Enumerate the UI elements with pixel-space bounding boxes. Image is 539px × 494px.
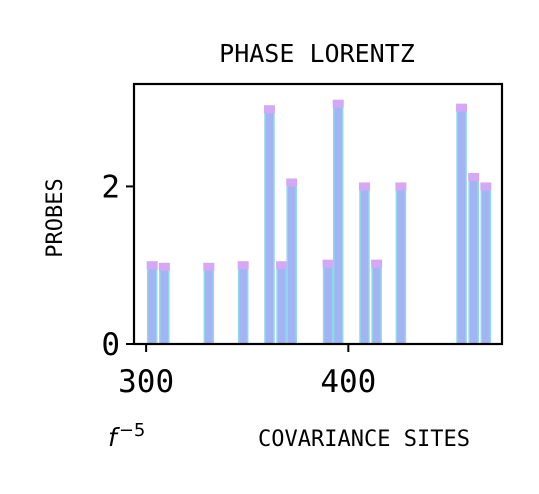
x-axis-offset-label: f −5 xyxy=(108,420,145,452)
bar-cap-marker xyxy=(263,105,275,114)
bar-cap-marker xyxy=(158,262,170,271)
bar-cap-marker xyxy=(286,178,298,187)
bar xyxy=(480,185,492,345)
bar xyxy=(237,264,249,345)
bar xyxy=(456,106,467,345)
x-axis-label: COVARIANCE SITES xyxy=(258,427,470,452)
bar xyxy=(264,108,275,345)
x-tick-label: 300 xyxy=(118,364,174,400)
bar-cap-marker xyxy=(395,182,407,191)
offset-exponent: −5 xyxy=(119,420,146,441)
y-axis-label: PROBES xyxy=(43,178,68,257)
bar-cap-marker xyxy=(276,261,288,270)
bar xyxy=(276,264,287,345)
bar-cap-marker xyxy=(332,99,344,108)
bar xyxy=(159,266,170,345)
bar-cap-marker xyxy=(371,259,383,268)
x-axis-ticks: 300 400 xyxy=(118,344,376,400)
bar xyxy=(371,262,382,345)
bar-cap-marker xyxy=(146,261,158,270)
y-tick-label: 0 xyxy=(101,327,120,363)
bar-cap-marker xyxy=(322,259,334,268)
bar xyxy=(203,266,215,345)
bar-cap-marker xyxy=(468,172,480,181)
bar-cap-marker xyxy=(359,182,371,191)
bar xyxy=(146,264,158,345)
bar-cap-marker xyxy=(480,182,492,191)
bar-group xyxy=(146,99,492,345)
bar xyxy=(359,185,370,345)
bar xyxy=(468,176,479,345)
bar xyxy=(395,185,407,345)
bar-cap-marker xyxy=(237,261,249,270)
chart-title: PHASE LORENTZ xyxy=(219,39,415,68)
y-axis-ticks: 02 xyxy=(101,169,134,363)
bar-cap-marker xyxy=(203,262,215,271)
y-tick-label: 2 xyxy=(101,169,120,205)
bar xyxy=(286,181,297,345)
bar xyxy=(322,262,334,345)
x-tick-label: 400 xyxy=(320,364,376,400)
plot-area-frame xyxy=(132,82,504,346)
bar xyxy=(332,102,344,345)
bar-cap-marker xyxy=(456,103,468,112)
